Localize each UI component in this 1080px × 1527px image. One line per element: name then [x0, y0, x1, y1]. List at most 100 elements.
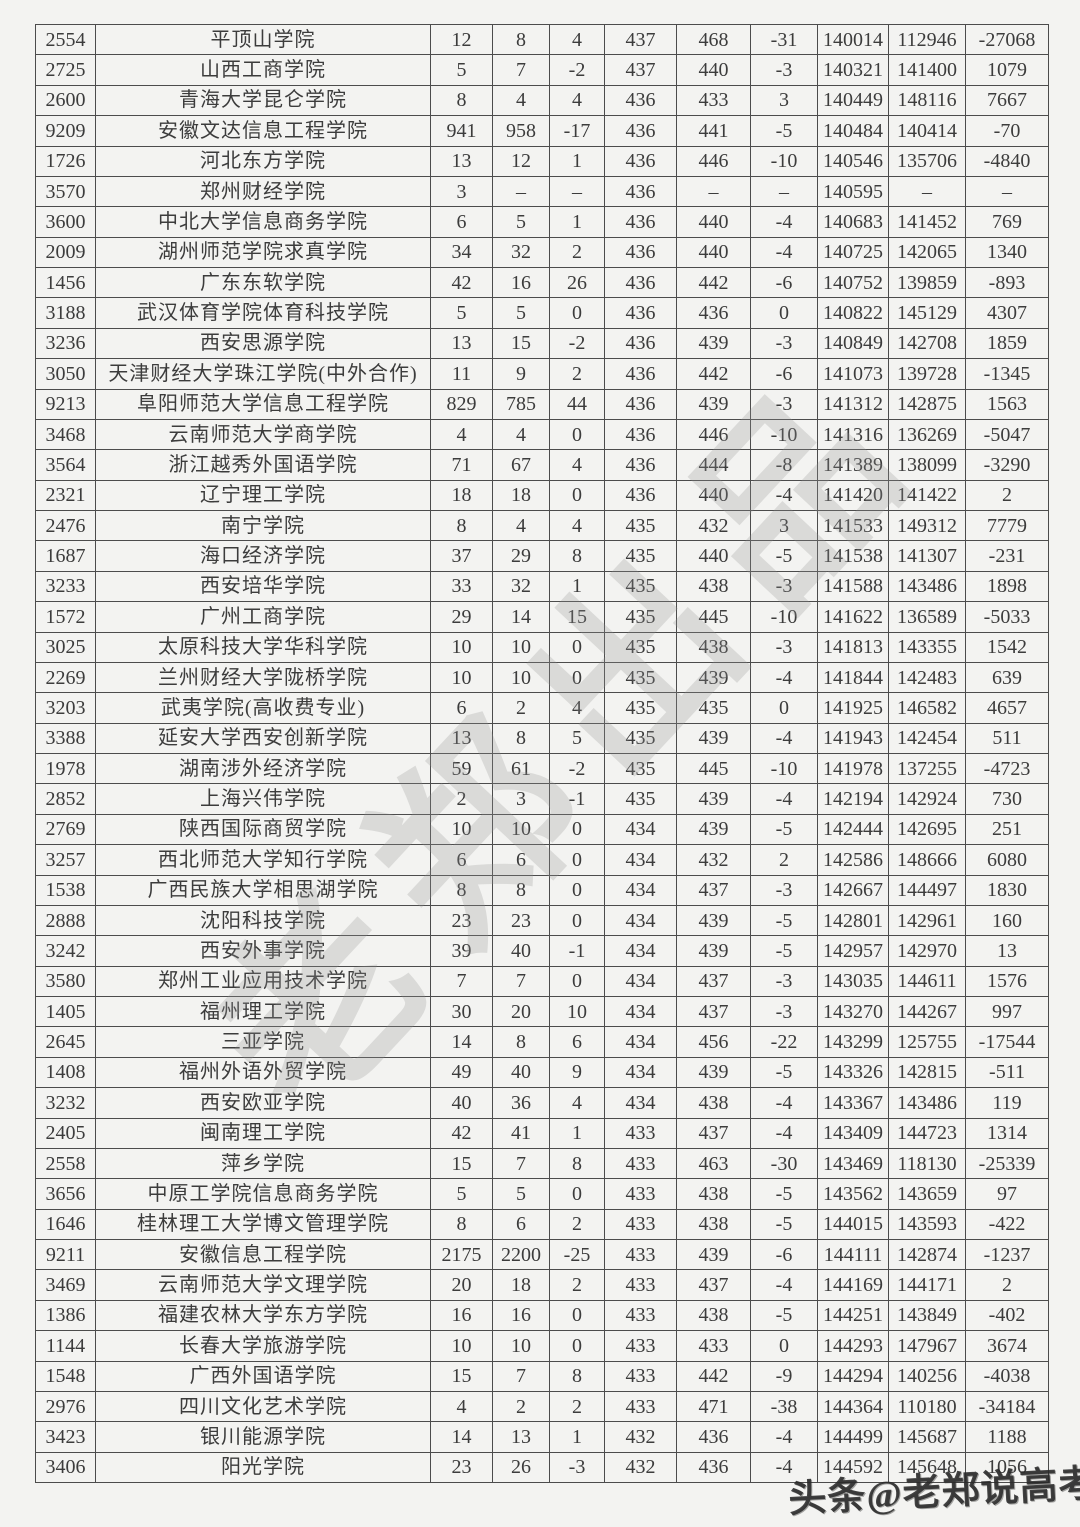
cell-rank-diff: 6080 [965, 844, 1049, 876]
cell-college-name: 郑州工业应用技术学院 [95, 965, 431, 998]
cell-count-diff: 0 [549, 479, 605, 512]
cell-count-a: 4 [430, 1390, 493, 1423]
cell-score: 434 [604, 1026, 677, 1058]
cell-score-prev: 439 [676, 783, 751, 815]
cell-rank-diff: -17544 [965, 1026, 1049, 1058]
cell-score-prev: 439 [676, 1056, 751, 1089]
cell-count-a: 6 [430, 692, 493, 724]
cell-score: 437 [604, 23, 677, 56]
cell-score-diff: -4 [750, 1269, 818, 1301]
cell-rank: 141073 [817, 358, 889, 390]
cell-code: 2852 [35, 783, 96, 815]
cell-rank-diff: 2 [965, 1269, 1049, 1301]
cell-count-diff: 8 [549, 540, 605, 572]
cell-rank-prev: 146582 [888, 692, 966, 724]
cell-count-b: 3 [492, 783, 550, 815]
cell-score: 433 [604, 1238, 677, 1271]
cell-rank-diff: -34184 [965, 1390, 1049, 1423]
cell-code: 3188 [35, 297, 96, 329]
cell-score-diff: 2 [750, 844, 818, 876]
cell-score-prev: 438 [676, 1087, 751, 1119]
cell-count-b: 12 [492, 145, 550, 177]
cell-rank-diff: 1079 [965, 54, 1049, 86]
table-row: 3242 西安外事学院 39 40 -1 434 439 -5 142957 142970 13 [35, 935, 1049, 967]
cell-rank: 143562 [817, 1178, 889, 1210]
cell-code: 3232 [35, 1087, 96, 1119]
cell-rank-diff: -3290 [965, 449, 1049, 481]
cell-college-name: 四川文化艺术学院 [95, 1390, 431, 1423]
cell-rank: 141978 [817, 752, 889, 785]
table-row: 3050 天津财经大学珠江学院(中外合作) 11 9 2 436 442 -6 141073 13… [35, 358, 1049, 390]
cell-college-name: 郑州财经学院 [95, 175, 431, 208]
cell-rank-diff: -511 [965, 1056, 1049, 1089]
cell-college-name: 河北东方学院 [95, 145, 431, 177]
cell-rank: 144499 [817, 1421, 889, 1453]
cell-count-a: 6 [430, 206, 493, 238]
cell-rank-diff: -4723 [965, 752, 1049, 785]
cell-code: 2558 [35, 1147, 96, 1180]
cell-count-diff: 0 [549, 874, 605, 906]
cell-count-b: – [492, 175, 550, 208]
cell-code: 1572 [35, 601, 96, 633]
cell-count-diff: 0 [549, 813, 605, 846]
cell-score-prev: 440 [676, 236, 751, 269]
cell-score: 433 [604, 1360, 677, 1392]
cell-rank-diff: -27068 [965, 23, 1049, 56]
cell-college-name: 闽南理工学院 [95, 1117, 431, 1149]
cell-college-name: 三亚学院 [95, 1026, 431, 1058]
cell-rank-diff: 1563 [965, 388, 1049, 420]
cell-college-name: 福建农林大学东方学院 [95, 1299, 431, 1332]
cell-count-diff: -2 [549, 327, 605, 360]
table-row: 3600 中北大学信息商务学院 6 5 1 436 440 -4 140683 141452 769 [35, 206, 1049, 238]
table-row: 3570 郑州财经学院 3– –436– –140595– – [35, 175, 1049, 208]
cell-rank: 141925 [817, 692, 889, 724]
cell-rank-diff: 4307 [965, 297, 1049, 329]
cell-rank-diff: 1056 [965, 1451, 1049, 1484]
table-row: 3025 太原科技大学华科学院 10 10 0 435 438 -3 141813 143355 1… [35, 631, 1049, 663]
cell-rank-prev: 144171 [888, 1269, 966, 1301]
table-row: 2600 青海大学昆仑学院 8 4 4 436 433 3 140449 148116 7667 [35, 84, 1049, 117]
cell-code: 2405 [35, 1117, 96, 1149]
cell-score-diff: -4 [750, 1117, 818, 1149]
cell-code: 3203 [35, 692, 96, 724]
cell-score-prev: – [676, 175, 751, 208]
cell-count-b: 29 [492, 540, 550, 572]
cell-score-prev: 445 [676, 752, 751, 785]
cell-count-b: 7 [492, 54, 550, 86]
cell-count-diff: 1 [549, 1117, 605, 1149]
cell-college-name: 武汉体育学院体育科技学院 [95, 297, 431, 329]
cell-score-prev: 441 [676, 115, 751, 147]
cell-rank-prev: 125755 [888, 1026, 966, 1058]
cell-count-a: 13 [430, 722, 493, 755]
cell-count-a: 59 [430, 752, 493, 785]
cell-college-name: 浙江越秀外国语学院 [95, 449, 431, 481]
cell-count-a: 2175 [430, 1238, 493, 1271]
cell-code: 3257 [35, 844, 96, 876]
cell-score: 435 [604, 661, 677, 694]
cell-rank-prev: 145687 [888, 1421, 966, 1453]
cell-score-prev: 436 [676, 1421, 751, 1453]
cell-rank: 141588 [817, 570, 889, 603]
cell-rank-diff: 1859 [965, 327, 1049, 360]
cell-count-a: 10 [430, 1330, 493, 1362]
cell-score: 435 [604, 783, 677, 815]
cell-rank: 140484 [817, 115, 889, 147]
cell-college-name: 湖南涉外经济学院 [95, 752, 431, 785]
cell-rank-prev: 135706 [888, 145, 966, 177]
cell-college-name: 广西民族大学相思湖学院 [95, 874, 431, 906]
cell-score-diff: -3 [750, 965, 818, 998]
cell-count-b: 14 [492, 601, 550, 633]
cell-rank-prev: 142454 [888, 722, 966, 755]
cell-rank-prev: 142875 [888, 388, 966, 420]
cell-rank-prev: 141422 [888, 479, 966, 512]
cell-score: 434 [604, 874, 677, 906]
cell-rank-prev: 142961 [888, 904, 966, 937]
cell-count-a: 10 [430, 813, 493, 846]
cell-score-prev: 437 [676, 1117, 751, 1149]
cell-score-prev: 442 [676, 358, 751, 390]
cell-score-prev: 433 [676, 1330, 751, 1362]
cell-count-a: 8 [430, 84, 493, 117]
cell-count-diff: 4 [549, 1087, 605, 1119]
cell-count-diff: 0 [549, 1299, 605, 1332]
cell-code: 2554 [35, 23, 96, 56]
